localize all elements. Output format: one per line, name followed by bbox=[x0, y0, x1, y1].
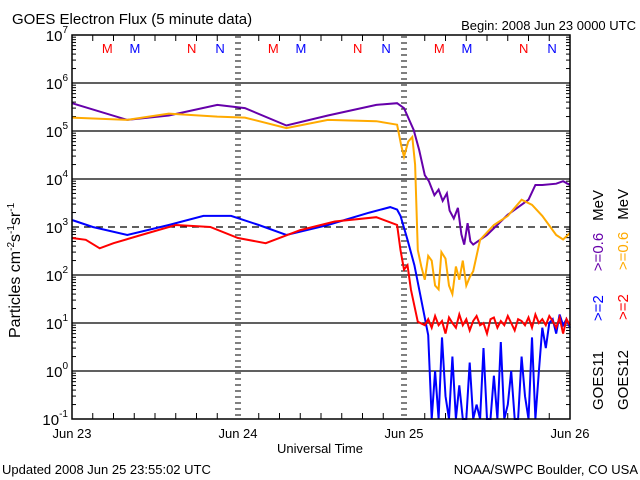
marker-n: N bbox=[353, 41, 362, 56]
grid-lines bbox=[72, 82, 570, 372]
y-tick-label: 105 bbox=[46, 121, 69, 141]
y-tick-label: 10-1 bbox=[42, 409, 68, 429]
y-tick-label: 104 bbox=[46, 169, 69, 189]
y-tick-label: 107 bbox=[46, 25, 69, 45]
legend-satellite: GOES11 bbox=[590, 351, 607, 410]
series-line-goes12-2-mev bbox=[71, 216, 571, 338]
legend-unit: MeV bbox=[590, 190, 607, 221]
series-line-goes12-0-6-mev bbox=[71, 112, 571, 299]
marker-n: N bbox=[215, 41, 224, 56]
legend-column-goes11: GOES11 >=2 >=0.6 MeV bbox=[590, 190, 607, 410]
x-tick-label: Jun 26 bbox=[550, 426, 589, 441]
chart-title: GOES Electron Flux (5 minute data) bbox=[12, 11, 252, 28]
y-tick-label: 103 bbox=[46, 217, 69, 237]
legend-low-energy: >=2 bbox=[590, 295, 607, 321]
y-tick-label: 106 bbox=[46, 73, 69, 93]
y-tick-label: 102 bbox=[46, 265, 69, 285]
source-credit: NOAA/SWPC Boulder, CO USA bbox=[454, 462, 639, 477]
marker-m: M bbox=[462, 41, 473, 56]
marker-m: M bbox=[130, 41, 141, 56]
marker-n: N bbox=[547, 41, 556, 56]
marker-m: M bbox=[102, 41, 113, 56]
legend-satellite: GOES12 bbox=[615, 350, 632, 410]
y-tick-labels: 107 106 105 104 103 102 101 100 10-1 bbox=[42, 25, 68, 429]
series-line-goes11-0-6-mev bbox=[71, 102, 571, 246]
marker-n: N bbox=[381, 41, 390, 56]
marker-n: N bbox=[187, 41, 196, 56]
series-lines bbox=[71, 102, 571, 420]
legend-column-goes12: GOES12 >=2 >=0.6 MeV bbox=[615, 189, 632, 410]
marker-n: N bbox=[519, 41, 528, 56]
updated-timestamp: Updated 2008 Jun 25 23:55:02 UTC bbox=[2, 462, 211, 477]
begin-label: Begin: 2008 Jun 23 0000 UTC bbox=[461, 18, 636, 33]
legend-unit: MeV bbox=[615, 189, 632, 220]
plot-frame bbox=[71, 34, 571, 420]
x-tick-label: Jun 23 bbox=[52, 426, 91, 441]
y-tick-label: 100 bbox=[46, 361, 69, 381]
y-tick-label: 101 bbox=[46, 313, 69, 333]
legend-high-energy: >=0.6 bbox=[590, 233, 607, 271]
axis-ticks bbox=[72, 35, 570, 419]
marker-m: M bbox=[296, 41, 307, 56]
legend: GOES11 >=2 >=0.6 MeV GOES12 >=2 >=0.6 MeV bbox=[590, 189, 632, 410]
legend-high-energy: >=0.6 bbox=[615, 232, 632, 270]
marker-m: M bbox=[434, 41, 445, 56]
marker-m: M bbox=[268, 41, 279, 56]
x-tick-label: Jun 24 bbox=[218, 426, 257, 441]
x-tick-labels: Jun 23 Jun 24 Jun 25 Jun 26 bbox=[52, 426, 589, 441]
legend-low-energy: >=2 bbox=[615, 294, 632, 320]
x-tick-label: Jun 25 bbox=[384, 426, 423, 441]
x-axis-label: Universal Time bbox=[277, 441, 363, 456]
series-line-goes11-2-mev bbox=[71, 206, 571, 420]
y-axis-label: Particles cm-2s-1sr-1 bbox=[6, 202, 24, 338]
